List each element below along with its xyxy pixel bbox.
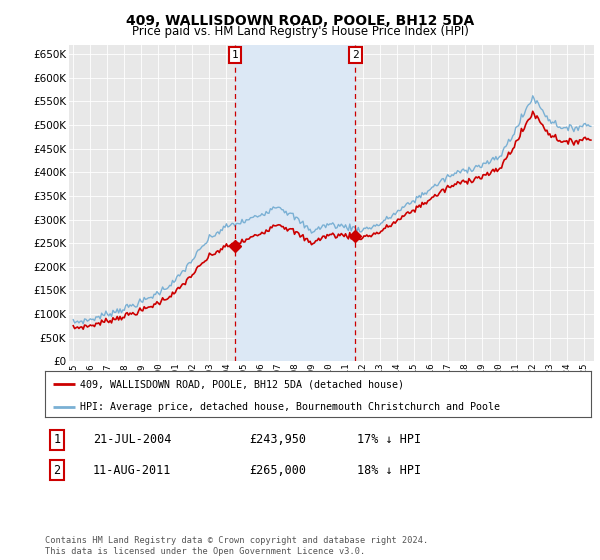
Text: 1: 1 [53, 433, 61, 446]
Text: 18% ↓ HPI: 18% ↓ HPI [357, 464, 421, 477]
Text: 17% ↓ HPI: 17% ↓ HPI [357, 433, 421, 446]
Text: Contains HM Land Registry data © Crown copyright and database right 2024.
This d: Contains HM Land Registry data © Crown c… [45, 536, 428, 556]
Text: 1: 1 [232, 50, 238, 60]
Text: Price paid vs. HM Land Registry's House Price Index (HPI): Price paid vs. HM Land Registry's House … [131, 25, 469, 38]
Text: HPI: Average price, detached house, Bournemouth Christchurch and Poole: HPI: Average price, detached house, Bour… [80, 402, 500, 412]
Text: 21-JUL-2004: 21-JUL-2004 [93, 433, 172, 446]
Text: 409, WALLISDOWN ROAD, POOLE, BH12 5DA: 409, WALLISDOWN ROAD, POOLE, BH12 5DA [126, 14, 474, 28]
Text: 2: 2 [352, 50, 359, 60]
Text: £265,000: £265,000 [249, 464, 306, 477]
Text: 2: 2 [53, 464, 61, 477]
Text: £243,950: £243,950 [249, 433, 306, 446]
Bar [235, 45, 355, 361]
Text: 11-AUG-2011: 11-AUG-2011 [93, 464, 172, 477]
Text: 409, WALLISDOWN ROAD, POOLE, BH12 5DA (detached house): 409, WALLISDOWN ROAD, POOLE, BH12 5DA (d… [80, 379, 404, 389]
